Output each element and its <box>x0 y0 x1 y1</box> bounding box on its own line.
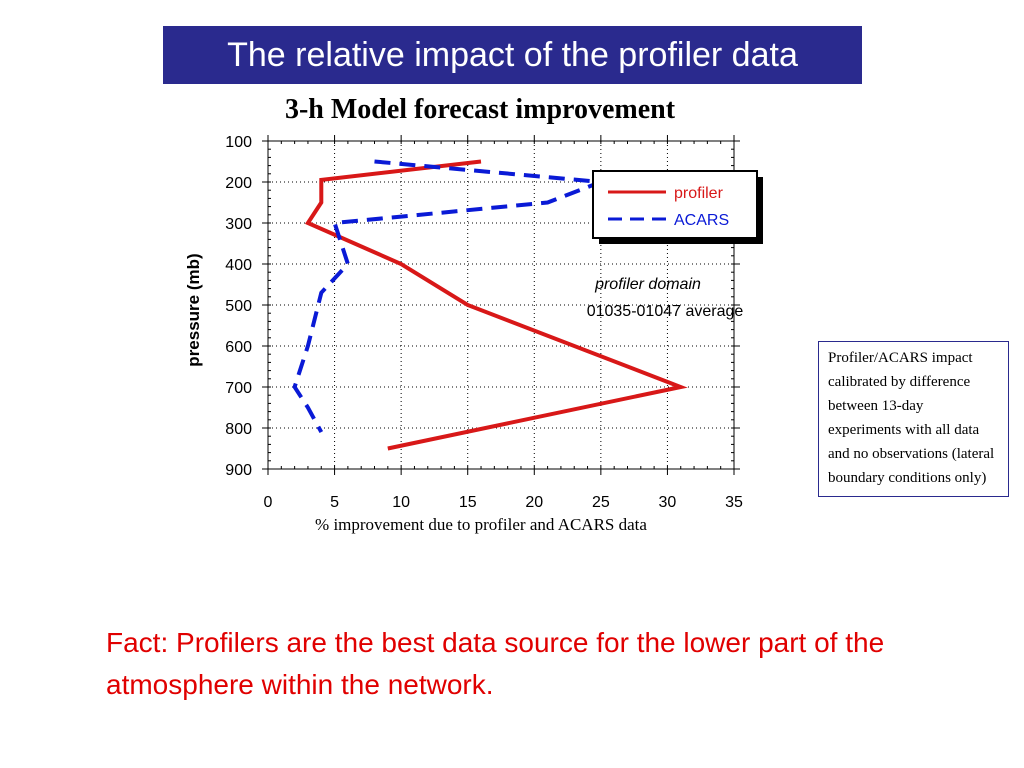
x-tick-label: 25 <box>592 494 610 511</box>
x-tick-label: 10 <box>392 494 410 511</box>
x-tick-label: 20 <box>525 494 543 511</box>
annotation-profiler-domain: profiler domain <box>594 276 701 293</box>
x-tick-label: 35 <box>725 494 743 511</box>
series-line-profiler <box>304 159 688 451</box>
x-tick-label: 0 <box>264 494 273 511</box>
legend-box <box>592 170 758 239</box>
x-tick-label: 15 <box>459 494 477 511</box>
calibration-note: Profiler/ACARS impact calibrated by diff… <box>818 341 1009 497</box>
y-tick-label: 500 <box>225 298 252 315</box>
series-line-acars <box>292 159 602 434</box>
y-tick-label: 400 <box>225 257 252 274</box>
y-tick-label: 300 <box>225 216 252 233</box>
line-chart: 100 200 300 400 500 600 700 800 900 0 5 10 15 20 25 30… <box>184 134 763 534</box>
y-axis-label: pressure (mb) <box>184 253 203 366</box>
x-tick-labels: 0 5 10 15 20 25 30 35 <box>264 494 743 511</box>
y-tick-label: 200 <box>225 175 252 192</box>
y-tick-label: 600 <box>225 339 252 356</box>
chart-title: 3-h Model forecast improvement <box>284 94 676 125</box>
legend: profiler ACARS <box>592 170 763 244</box>
y-tick-labels: 100 200 300 400 500 600 700 800 900 <box>225 134 252 479</box>
x-tick-label: 30 <box>659 494 677 511</box>
y-tick-label: 800 <box>225 421 252 438</box>
annotation-average: 01035-01047 average <box>587 303 744 320</box>
x-tick-label: 5 <box>330 494 339 511</box>
y-tick-label: 900 <box>225 462 252 479</box>
y-tick-label: 700 <box>225 380 252 397</box>
legend-label-acars: ACARS <box>674 212 729 229</box>
legend-label-profiler: profiler <box>674 185 724 202</box>
fact-statement: Fact: Profilers are the best data source… <box>106 627 885 700</box>
y-tick-label: 100 <box>225 134 252 151</box>
x-axis-label: % improvement due to profiler and ACARS … <box>315 515 647 534</box>
slide-title: The relative impact of the profiler data <box>163 26 862 84</box>
grid-lines <box>268 141 734 469</box>
